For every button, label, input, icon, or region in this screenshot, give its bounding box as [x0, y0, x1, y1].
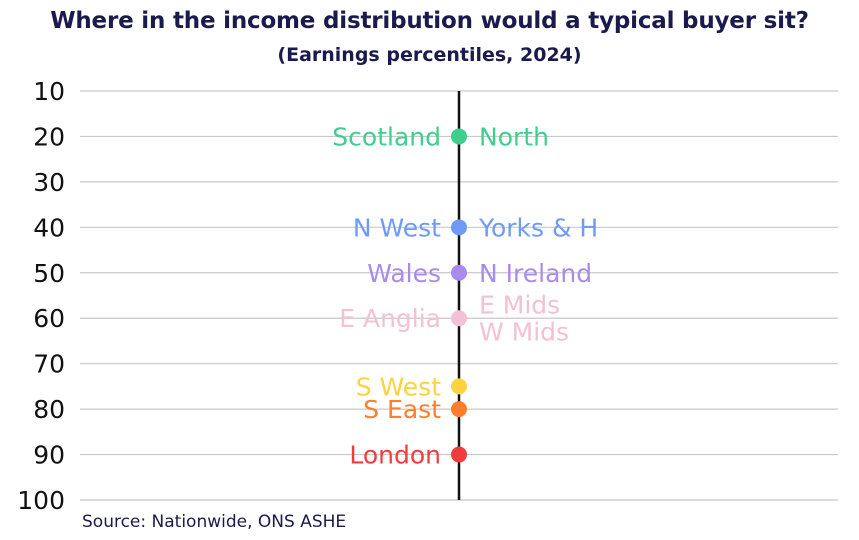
data-point: [451, 310, 467, 327]
y-tick-label: 10: [33, 77, 65, 106]
region-label: S East: [363, 395, 441, 424]
y-tick-label: 30: [33, 168, 65, 197]
y-tick-label: 80: [33, 395, 65, 424]
y-tick-label: 100: [17, 486, 65, 515]
source-note: Source: Nationwide, ONS ASHE: [82, 512, 347, 532]
region-label: Yorks & H: [478, 213, 598, 242]
data-point: [451, 378, 467, 395]
region-label: E Mids: [479, 291, 560, 320]
data-point: [451, 446, 467, 463]
chart-subtitle: (Earnings percentiles, 2024): [277, 44, 582, 66]
y-tick-label: 50: [33, 259, 65, 288]
region-label: Wales: [367, 259, 441, 288]
data-point: [451, 401, 467, 418]
y-tick-label: 90: [33, 441, 65, 470]
data-point: [451, 264, 467, 281]
region-label: E Anglia: [339, 304, 441, 333]
region-label: N Ireland: [479, 259, 592, 288]
data-point: [451, 219, 467, 236]
y-tick-label: 20: [33, 122, 65, 151]
y-tick-label: 60: [33, 304, 65, 333]
y-tick-label: 70: [33, 350, 65, 379]
y-tick-label: 40: [33, 213, 65, 242]
chart-title: Where in the income distribution would a…: [50, 8, 809, 34]
region-label: North: [479, 122, 549, 151]
data-point: [451, 128, 467, 145]
region-label: London: [349, 441, 441, 470]
region-label: W Mids: [479, 318, 569, 347]
region-label: S West: [356, 372, 441, 401]
region-label: Scotland: [332, 122, 441, 151]
region-label: N West: [353, 213, 441, 242]
